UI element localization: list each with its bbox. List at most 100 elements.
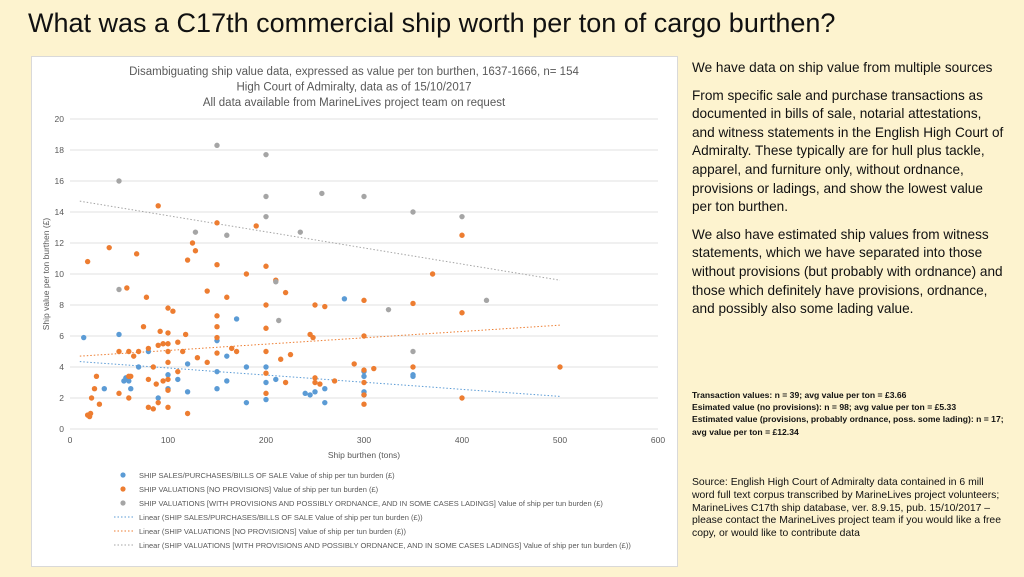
data-point (155, 342, 161, 348)
data-point (160, 341, 166, 347)
data-point (302, 390, 308, 397)
x-tick-label: 500 (553, 435, 567, 445)
data-point (263, 193, 269, 200)
data-point (410, 364, 416, 370)
data-point (165, 348, 171, 355)
data-point (263, 396, 269, 403)
data-point (429, 271, 436, 277)
x-tick-label: 200 (259, 435, 273, 445)
data-point (192, 248, 199, 254)
y-tick-label: 6 (59, 331, 64, 341)
data-point (263, 263, 269, 269)
trendline (79, 200, 561, 281)
data-point (194, 355, 201, 361)
data-point (273, 376, 279, 383)
data-point (312, 302, 318, 308)
legend-entry: Linear (SHIP VALUATIONS [NO PROVISIONS] … (139, 527, 407, 536)
data-point (410, 209, 416, 215)
legend-marker (120, 500, 126, 506)
data-point (319, 190, 325, 197)
data-point (106, 244, 112, 251)
data-point (214, 350, 220, 356)
data-point (214, 313, 220, 319)
data-point (88, 395, 95, 401)
legend-entry: Linear (SHIP VALUATIONS [WITH PROVISIONS… (139, 541, 631, 550)
data-point (361, 401, 367, 407)
y-tick-label: 12 (55, 238, 65, 248)
y-tick-label: 8 (59, 300, 64, 310)
stat-line: Estimated value (provisions, probably or… (692, 414, 1004, 437)
data-point (180, 348, 186, 355)
data-point (165, 404, 171, 410)
trendline (79, 324, 561, 357)
data-point (557, 364, 563, 370)
data-point (351, 361, 357, 367)
data-point (276, 317, 282, 324)
data-point (233, 348, 240, 355)
data-point (175, 376, 181, 383)
data-point (331, 378, 338, 384)
data-point (361, 297, 367, 304)
x-tick-label: 400 (455, 435, 469, 445)
data-point (263, 213, 269, 220)
data-point (128, 386, 134, 392)
y-tick-label: 4 (59, 362, 64, 372)
chart-frame: Disambiguating ship value data, expresse… (31, 56, 678, 567)
data-point (184, 410, 191, 417)
data-point (253, 223, 259, 229)
data-point (282, 379, 289, 386)
description-column: We have data on ship value from multiple… (692, 59, 1004, 328)
data-point (312, 379, 318, 386)
data-point (410, 373, 416, 379)
data-point (170, 308, 176, 314)
data-point (126, 348, 132, 355)
data-point (371, 365, 377, 372)
stat-line: Esimated value (no provisions): n = 98; … (692, 402, 957, 413)
data-point (410, 300, 416, 307)
data-point (214, 386, 220, 392)
y-tick-label: 2 (59, 393, 64, 403)
data-point (214, 142, 220, 149)
data-point (224, 353, 230, 359)
x-tick-label: 600 (651, 435, 665, 445)
data-point (361, 392, 367, 398)
slide-title: What was a C17th commercial ship worth p… (28, 8, 836, 38)
data-point (145, 376, 152, 383)
data-point (214, 262, 220, 268)
data-point (126, 378, 132, 384)
y-tick-label: 0 (59, 424, 64, 434)
data-point (322, 303, 328, 310)
data-point (459, 310, 465, 316)
data-point (243, 399, 250, 406)
data-point (385, 306, 392, 313)
legend-entry: SHIP VALUATIONS [WITH PROVISIONS AND POS… (139, 499, 603, 508)
data-point (150, 364, 156, 370)
data-point (165, 372, 171, 378)
data-point (184, 257, 191, 263)
data-point (361, 193, 367, 200)
data-point (165, 387, 171, 393)
y-tick-label: 16 (55, 176, 65, 186)
summary-stats: Transaction values: n = 39; avg value pe… (692, 389, 1004, 438)
data-point (150, 406, 156, 412)
data-point (160, 378, 166, 384)
data-point (361, 367, 367, 373)
y-tick-label: 14 (55, 207, 65, 217)
data-point (243, 271, 250, 277)
data-point (263, 325, 269, 331)
data-point (263, 370, 269, 376)
data-point (140, 324, 147, 330)
data-point (135, 364, 142, 370)
data-point (175, 368, 181, 375)
data-point (263, 379, 269, 386)
data-point (153, 381, 159, 387)
data-point (204, 288, 210, 294)
data-point (312, 389, 318, 395)
x-tick-label: 300 (357, 435, 371, 445)
data-point (81, 334, 87, 341)
description-paragraph: We also have estimated ship values from … (692, 226, 1003, 317)
x-tick-label: 0 (68, 435, 73, 445)
data-point (263, 390, 269, 397)
data-point (184, 389, 191, 395)
data-point (322, 386, 328, 392)
